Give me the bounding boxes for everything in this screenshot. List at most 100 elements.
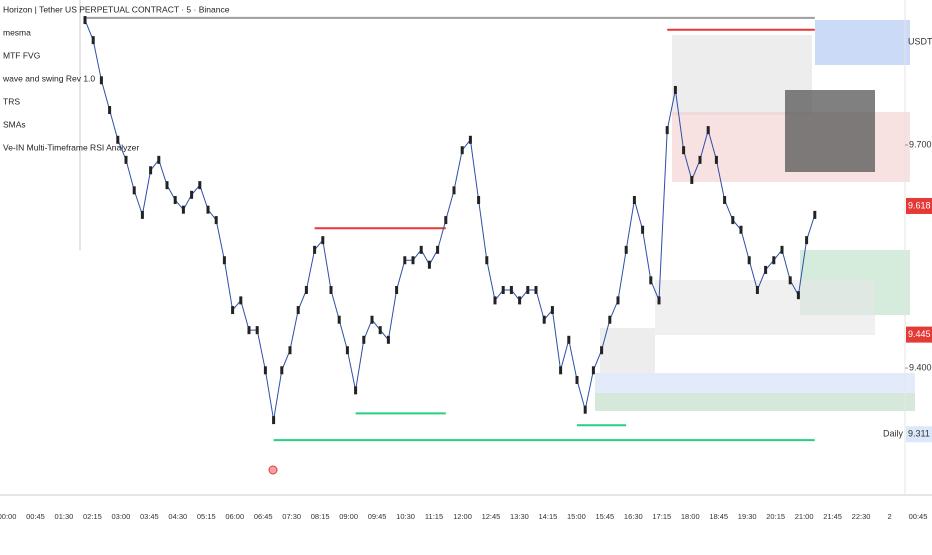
candle	[805, 236, 809, 245]
candle	[173, 196, 177, 205]
price-label: 9.445	[908, 329, 931, 339]
candle	[354, 386, 358, 395]
indicator-label: mesma	[3, 27, 31, 37]
x-tick-label: 02:15	[83, 512, 102, 521]
candle	[395, 285, 399, 294]
candle	[542, 315, 546, 324]
candle	[83, 16, 87, 25]
candle	[386, 335, 390, 344]
x-tick-label: 00:45	[909, 512, 928, 521]
candle	[460, 146, 464, 155]
x-tick-label: 20:15	[766, 512, 785, 521]
candle	[222, 256, 226, 265]
x-tick-label: 21:00	[795, 512, 814, 521]
y-tick-label: 9.400	[909, 362, 932, 372]
candle	[296, 306, 300, 315]
x-tick-label: 06:00	[225, 512, 244, 521]
candle	[403, 256, 407, 265]
price-label: 9.311	[908, 429, 930, 439]
candle	[649, 276, 653, 285]
candle	[624, 245, 628, 254]
candle	[132, 186, 136, 195]
x-tick-label: 18:45	[709, 512, 728, 521]
candle	[214, 216, 218, 225]
price-label: 9.618	[908, 200, 931, 210]
price-tag	[906, 426, 932, 443]
candle	[731, 216, 735, 225]
candle	[600, 346, 604, 355]
candle	[616, 296, 620, 305]
x-tick-label: 12:45	[482, 512, 501, 521]
candle	[116, 135, 120, 144]
candle	[739, 225, 743, 234]
candle	[665, 126, 669, 135]
y-tick-label: 9.700	[909, 139, 932, 149]
candle	[247, 326, 251, 335]
x-tick-label: 03:45	[140, 512, 159, 521]
candle	[231, 306, 235, 315]
candle	[641, 225, 645, 234]
candle	[436, 245, 440, 254]
x-tick-label: 13:30	[510, 512, 529, 521]
candle	[690, 175, 694, 184]
x-tick-label: 17:15	[652, 512, 671, 521]
candle	[723, 196, 727, 205]
candle	[337, 315, 341, 324]
x-tick-label: 07:30	[282, 512, 301, 521]
candle	[362, 335, 366, 344]
x-tick-label: 21:45	[823, 512, 842, 521]
event-marker	[268, 465, 278, 475]
x-tick-label: 05:15	[197, 512, 216, 521]
candle	[501, 285, 505, 294]
x-tick-label: 18:00	[681, 512, 700, 521]
candle	[567, 335, 571, 344]
candle	[477, 196, 481, 205]
info-panel	[785, 90, 875, 172]
candle	[518, 296, 522, 305]
candle	[288, 346, 292, 355]
x-tick-label: 08:15	[311, 512, 330, 521]
x-tick-label: 04:30	[168, 512, 187, 521]
x-tick-label: 10:30	[396, 512, 415, 521]
candle	[444, 216, 448, 225]
candle	[345, 346, 349, 355]
price-tag	[906, 326, 932, 343]
price-tag	[906, 197, 932, 214]
x-tick-label: 15:45	[595, 512, 614, 521]
candle	[550, 306, 554, 315]
x-tick-label: 00:45	[26, 512, 45, 521]
candle	[181, 205, 185, 214]
indicator-label: MTF FVG	[3, 50, 40, 60]
candle	[206, 205, 210, 214]
candle	[370, 315, 374, 324]
candle	[468, 135, 472, 144]
candle	[559, 366, 563, 375]
x-tick-label: 06:45	[254, 512, 273, 521]
candle	[764, 265, 768, 274]
candle	[329, 285, 333, 294]
candle	[272, 416, 276, 425]
candle	[255, 326, 259, 335]
candle	[698, 155, 702, 164]
candle	[427, 260, 431, 269]
candle	[280, 366, 284, 375]
indicator-label: wave and swing Rev 1.0	[2, 73, 95, 83]
candle	[190, 190, 194, 199]
candle	[157, 155, 161, 164]
candle	[91, 36, 95, 45]
candle	[378, 326, 382, 335]
candle	[526, 285, 530, 294]
candle	[575, 375, 579, 384]
x-tick-label: 03:00	[111, 512, 130, 521]
x-tick-label: 2	[887, 512, 891, 521]
x-tick-label: 22:30	[852, 512, 871, 521]
candle	[583, 405, 587, 414]
x-tick-label: 11:15	[425, 512, 443, 521]
zone	[600, 328, 655, 373]
x-tick-label: 01:30	[55, 512, 74, 521]
candle	[263, 366, 267, 375]
candle	[591, 366, 595, 375]
indicator-label: Horizon | Tether US PERPETUAL CONTRACT ·…	[3, 4, 230, 14]
candle	[534, 285, 538, 294]
